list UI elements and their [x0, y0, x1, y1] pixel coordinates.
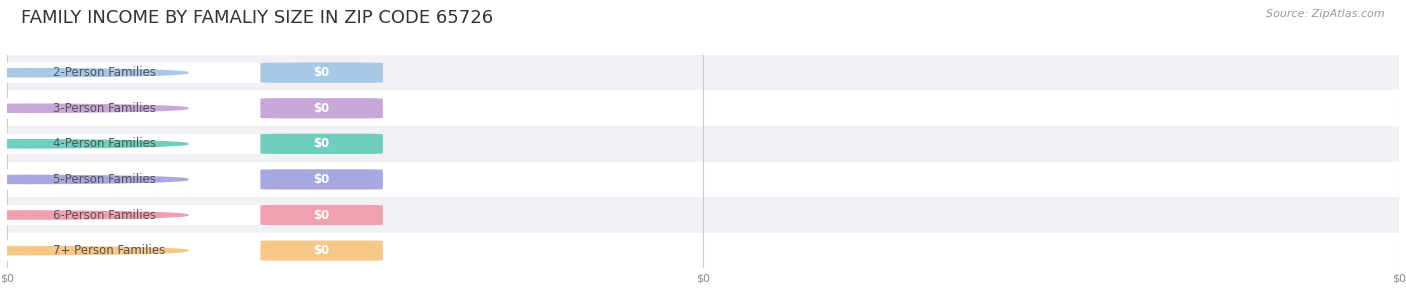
FancyBboxPatch shape — [0, 98, 299, 118]
Text: $0: $0 — [314, 137, 330, 150]
Text: FAMILY INCOME BY FAMALIY SIZE IN ZIP CODE 65726: FAMILY INCOME BY FAMALIY SIZE IN ZIP COD… — [21, 9, 494, 27]
Bar — [7, 91, 1399, 126]
Text: $0: $0 — [314, 173, 330, 186]
FancyBboxPatch shape — [260, 63, 382, 83]
Bar — [7, 126, 1399, 162]
Bar — [7, 55, 1399, 91]
FancyBboxPatch shape — [0, 205, 299, 225]
Circle shape — [0, 211, 188, 219]
Bar — [7, 197, 1399, 233]
Text: 4-Person Families: 4-Person Families — [53, 137, 156, 150]
Circle shape — [0, 175, 188, 184]
FancyBboxPatch shape — [0, 240, 299, 261]
Text: $0: $0 — [314, 66, 330, 79]
Text: $0: $0 — [314, 102, 330, 115]
Bar — [7, 233, 1399, 268]
FancyBboxPatch shape — [260, 134, 382, 154]
Text: 3-Person Families: 3-Person Families — [53, 102, 156, 115]
FancyBboxPatch shape — [260, 240, 382, 261]
Text: Source: ZipAtlas.com: Source: ZipAtlas.com — [1267, 9, 1385, 19]
FancyBboxPatch shape — [260, 98, 382, 118]
Bar — [7, 162, 1399, 197]
Circle shape — [0, 246, 188, 255]
FancyBboxPatch shape — [0, 63, 299, 83]
FancyBboxPatch shape — [260, 205, 382, 225]
Text: 7+ Person Families: 7+ Person Families — [53, 244, 166, 257]
Text: 6-Person Families: 6-Person Families — [53, 209, 156, 221]
FancyBboxPatch shape — [260, 169, 382, 190]
Circle shape — [0, 69, 188, 77]
Text: 5-Person Families: 5-Person Families — [53, 173, 156, 186]
Text: 2-Person Families: 2-Person Families — [53, 66, 156, 79]
FancyBboxPatch shape — [0, 169, 299, 190]
FancyBboxPatch shape — [0, 134, 299, 154]
Circle shape — [0, 140, 188, 148]
Text: $0: $0 — [314, 209, 330, 221]
Text: $0: $0 — [314, 244, 330, 257]
Circle shape — [0, 104, 188, 112]
